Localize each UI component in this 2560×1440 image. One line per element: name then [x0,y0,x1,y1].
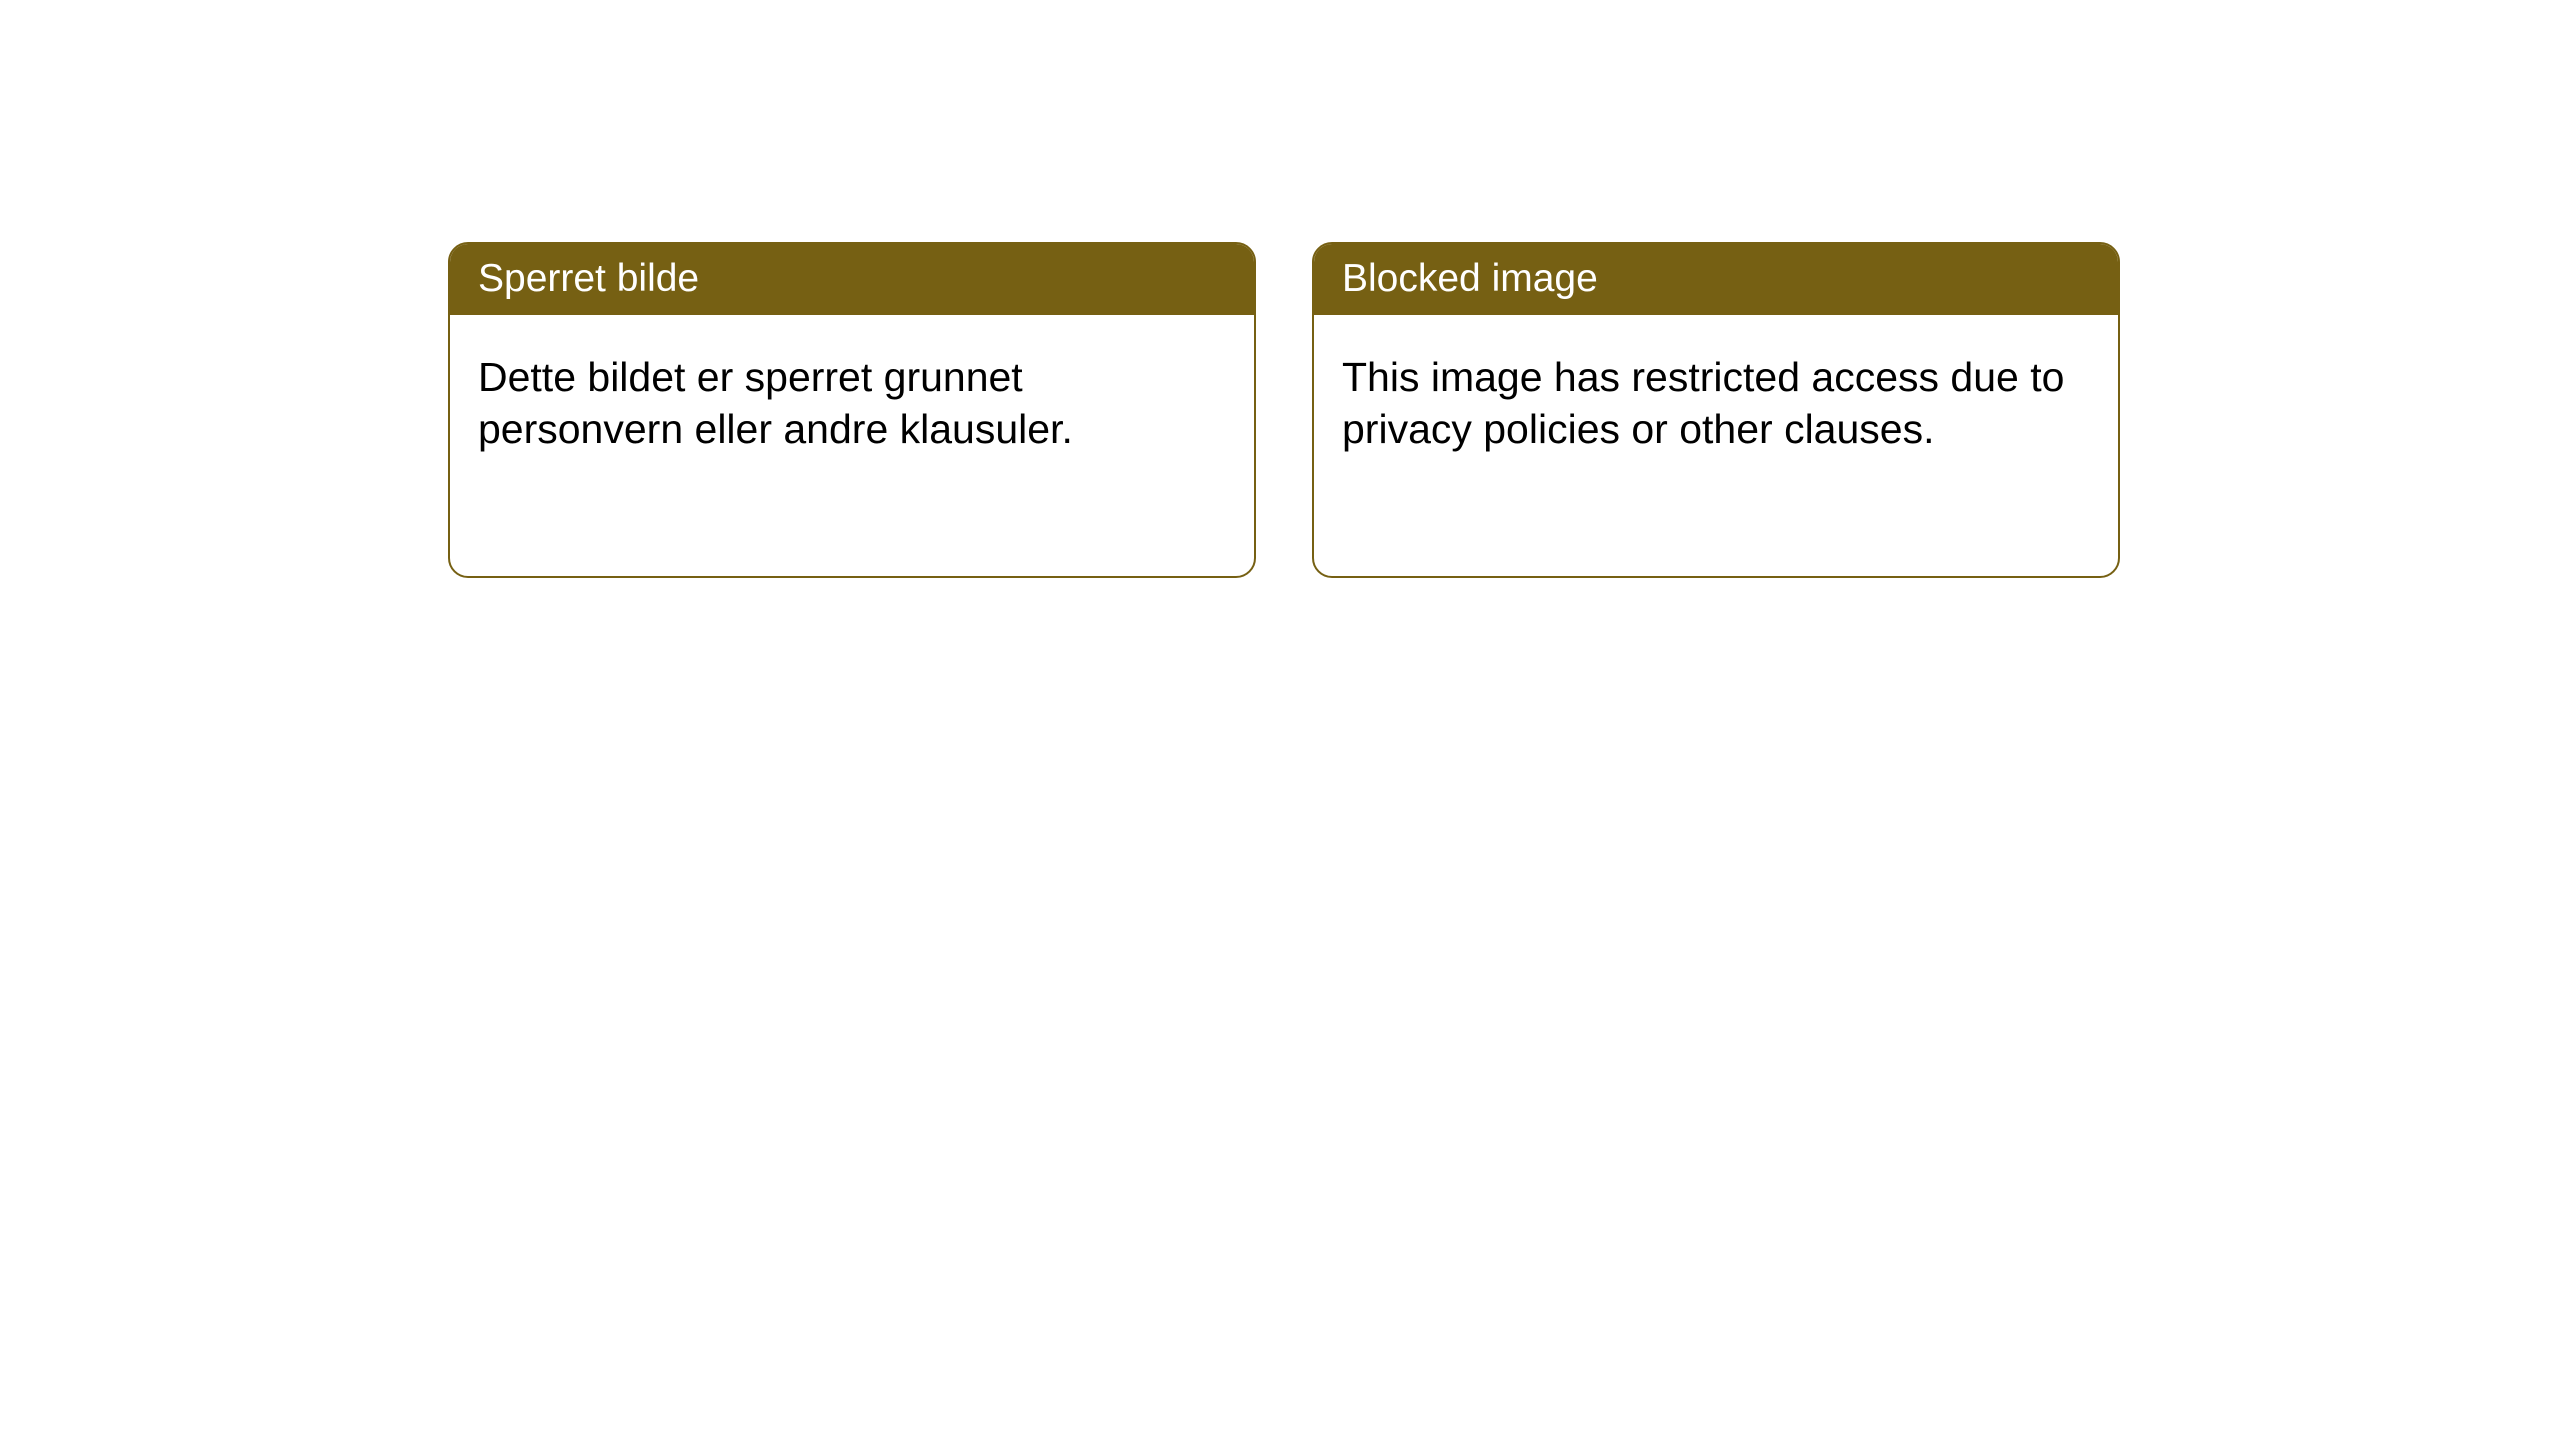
card-message: This image has restricted access due to … [1342,354,2064,452]
card-header: Blocked image [1314,244,2118,315]
blocked-image-card-en: Blocked image This image has restricted … [1312,242,2120,578]
blocked-image-card-no: Sperret bilde Dette bildet er sperret gr… [448,242,1256,578]
card-title: Blocked image [1342,257,1598,300]
card-body: Dette bildet er sperret grunnet personve… [450,315,1254,492]
card-title: Sperret bilde [478,257,699,300]
notice-container: Sperret bilde Dette bildet er sperret gr… [448,242,2120,578]
card-message: Dette bildet er sperret grunnet personve… [478,354,1073,452]
card-body: This image has restricted access due to … [1314,315,2118,492]
card-header: Sperret bilde [450,244,1254,315]
